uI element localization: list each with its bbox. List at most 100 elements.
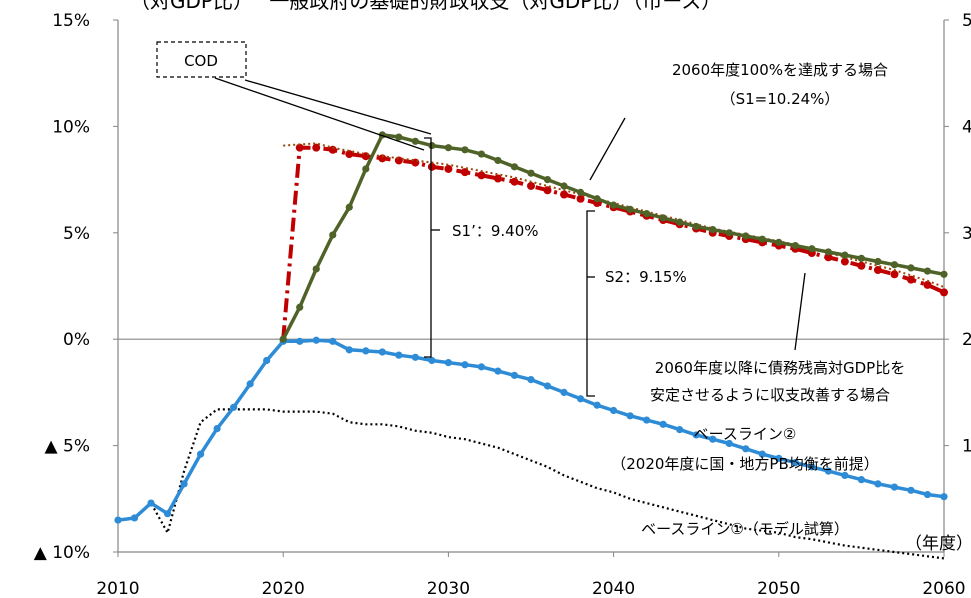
baseline2-point <box>147 499 155 507</box>
s2-point <box>923 280 932 289</box>
right-tick-label: 1 <box>962 437 971 457</box>
s1-point <box>791 241 799 250</box>
baseline2-point <box>857 476 866 484</box>
s1-point <box>676 218 684 226</box>
baseline2-point <box>808 463 816 471</box>
s2-point <box>378 154 387 163</box>
s1-point <box>362 165 370 173</box>
baseline2-point <box>692 431 700 439</box>
s1-point <box>345 203 353 211</box>
baseline2-point <box>725 439 733 448</box>
baseline2-point <box>676 426 684 434</box>
x-tick-label: 2050 <box>757 579 800 598</box>
x-tick-label: 2010 <box>96 579 139 598</box>
baseline2-point <box>907 486 915 494</box>
s2-point <box>873 266 882 275</box>
s1-point <box>857 254 866 262</box>
baseline2-point <box>263 356 271 365</box>
baseline2-point <box>775 454 783 462</box>
s2-label: S2：9.15% <box>605 268 687 286</box>
s1-point <box>940 270 948 278</box>
s2-point <box>576 194 585 203</box>
s1-point <box>279 335 287 343</box>
s2-point <box>510 177 519 186</box>
baseline2-point <box>378 348 386 356</box>
annotation-layer: COD 2060年度100%を達成する場合 （S1=10.24%） S1’：9.… <box>156 41 971 554</box>
s2-point <box>394 156 403 165</box>
s2-point <box>560 190 569 199</box>
baseline2-point <box>510 371 519 379</box>
baseline2-point <box>758 450 766 458</box>
s1-label-line2: （S1=10.24%） <box>721 90 840 108</box>
s1-point <box>808 245 816 253</box>
s2-point <box>906 275 915 284</box>
baseline2-point <box>180 480 188 488</box>
right-tick-label: 3 <box>962 224 971 244</box>
stab-label-line1: 2060年度以降に債務残高対GDP比を <box>655 359 905 377</box>
s1-point <box>494 156 502 165</box>
baseline2-point <box>428 356 436 365</box>
s2-point <box>890 270 899 279</box>
s1-point <box>659 214 667 222</box>
cod-leader-2 <box>244 79 432 135</box>
baseline2-point <box>411 353 419 361</box>
s2-point <box>345 150 354 159</box>
baseline2-point <box>659 420 667 428</box>
baseline2-point <box>874 480 882 488</box>
cod-box <box>156 41 247 78</box>
baseline2-point <box>494 367 502 375</box>
y-tick-label: 10% <box>52 117 90 137</box>
baseline2-point <box>610 406 618 415</box>
baseline2-point <box>246 380 254 388</box>
s2-point <box>543 186 552 195</box>
s1-point <box>841 251 849 259</box>
baseline2-point <box>890 483 899 491</box>
baseline2-point <box>709 435 717 443</box>
baseline2-point <box>114 516 122 524</box>
s1-point <box>610 201 618 209</box>
s2-point <box>527 181 535 190</box>
baseline2-point <box>543 382 552 390</box>
s2-line <box>281 145 945 340</box>
baseline2-point <box>362 347 370 355</box>
s1-leader <box>589 117 626 181</box>
x-tick-label: 2040 <box>592 579 635 598</box>
s1-point <box>626 205 634 213</box>
s2-point <box>824 253 833 262</box>
s1-point <box>725 229 733 237</box>
chart-title: （対GDP比） 一般政府の基礎的財政収支（対GDP比）（市ース） <box>130 0 721 13</box>
s1-point <box>444 144 452 152</box>
baseline2-point <box>444 359 452 367</box>
stab-label-line2: 安定させるように収支改善する場合 <box>650 386 890 404</box>
baseline2-point <box>163 510 172 518</box>
s1-point <box>824 248 832 256</box>
baseline2-point <box>560 388 568 396</box>
s2-point <box>840 257 849 266</box>
s2-point <box>427 162 436 171</box>
s2-point <box>460 168 469 177</box>
s1-point <box>560 182 568 190</box>
s1-point <box>296 303 304 311</box>
baseline2-point <box>923 490 932 499</box>
s1-point <box>477 150 486 158</box>
s1-point <box>527 169 535 177</box>
y-tick-label: 15% <box>52 11 90 31</box>
y-tick-label: 0% <box>63 330 90 350</box>
s1-point <box>395 133 403 141</box>
s1-point <box>890 261 899 269</box>
baseline2-point <box>461 361 469 369</box>
baseline2-point <box>395 351 403 359</box>
s1-point <box>709 226 717 234</box>
s1-point <box>329 231 337 239</box>
s2-point <box>312 143 321 152</box>
baseline2-point <box>576 395 585 403</box>
s1-point <box>907 264 915 272</box>
s2-dotted-line <box>283 142 945 289</box>
baseline2-point <box>643 416 651 424</box>
s2-point <box>940 288 948 297</box>
s1-point <box>543 176 552 184</box>
s1-point <box>643 210 651 218</box>
right-tick-label: 4 <box>962 117 971 137</box>
s1-point <box>874 257 882 266</box>
